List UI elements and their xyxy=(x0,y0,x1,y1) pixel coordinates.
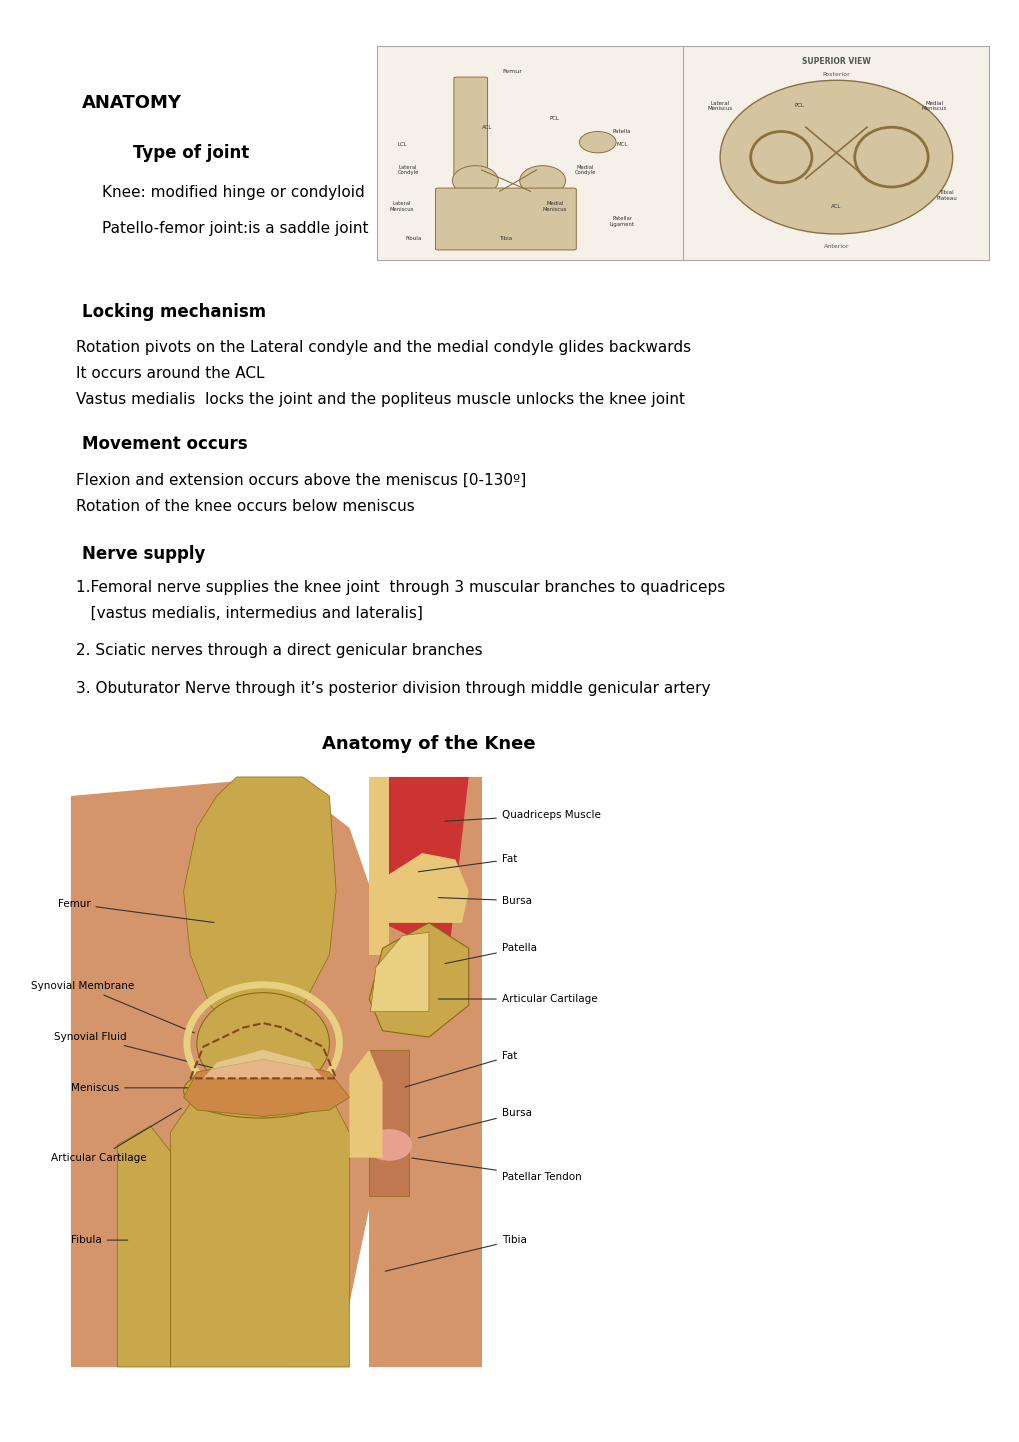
Polygon shape xyxy=(71,777,395,1367)
Text: Patella: Patella xyxy=(444,943,536,963)
Text: LCL: LCL xyxy=(396,141,407,147)
Ellipse shape xyxy=(579,131,615,153)
Text: Tibia: Tibia xyxy=(385,1236,526,1272)
Text: Flexion and extension occurs above the meniscus [0-130º]: Flexion and extension occurs above the m… xyxy=(76,473,526,487)
Text: Nerve supply: Nerve supply xyxy=(82,545,205,562)
Text: Lateral
Meniscus: Lateral Meniscus xyxy=(707,101,732,111)
Polygon shape xyxy=(369,777,389,955)
Text: It occurs around the ACL: It occurs around the ACL xyxy=(76,366,265,381)
Ellipse shape xyxy=(183,1064,336,1118)
FancyBboxPatch shape xyxy=(453,76,487,186)
Text: Lateral
Meniscus: Lateral Meniscus xyxy=(389,200,414,212)
Polygon shape xyxy=(370,933,429,1012)
Text: Movement occurs: Movement occurs xyxy=(82,435,247,453)
Text: Rotation of the knee occurs below meniscus: Rotation of the knee occurs below menisc… xyxy=(76,499,415,513)
Text: MCL: MCL xyxy=(615,141,628,147)
Text: Femur: Femur xyxy=(58,898,214,923)
Text: PCL: PCL xyxy=(794,104,804,108)
Text: Synovial Fluid: Synovial Fluid xyxy=(54,1032,214,1069)
Text: Fibula: Fibula xyxy=(406,235,422,241)
Text: Meniscus: Meniscus xyxy=(71,1083,201,1093)
Text: Medial
Condyle: Medial Condyle xyxy=(575,164,595,176)
Text: PCL: PCL xyxy=(549,117,559,121)
Text: Medial
Meniscus: Medial Meniscus xyxy=(542,200,567,212)
Ellipse shape xyxy=(452,166,498,196)
Text: Anatomy of the Knee: Anatomy of the Knee xyxy=(321,735,535,753)
Text: Patello-femor joint:is a saddle joint: Patello-femor joint:is a saddle joint xyxy=(102,221,368,235)
Polygon shape xyxy=(170,1082,348,1367)
Text: Fibula: Fibula xyxy=(71,1236,127,1244)
Text: Locking mechanism: Locking mechanism xyxy=(82,303,266,320)
Text: Synovial Membrane: Synovial Membrane xyxy=(32,982,194,1032)
Text: 2. Sciatic nerves through a direct genicular branches: 2. Sciatic nerves through a direct genic… xyxy=(76,643,483,658)
Text: Articular Cartilage: Articular Cartilage xyxy=(51,1109,181,1162)
Text: Quadriceps Muscle: Quadriceps Muscle xyxy=(444,810,600,820)
Text: Fat: Fat xyxy=(405,1051,517,1087)
Polygon shape xyxy=(348,1050,382,1158)
Ellipse shape xyxy=(197,992,329,1094)
Text: Vastus medialis  locks the joint and the popliteus muscle unlocks the knee joint: Vastus medialis locks the joint and the … xyxy=(76,392,685,407)
Text: SUPERIOR VIEW: SUPERIOR VIEW xyxy=(801,56,870,66)
Text: Patellar Tendon: Patellar Tendon xyxy=(412,1158,581,1181)
Text: Type of joint: Type of joint xyxy=(132,144,249,162)
Polygon shape xyxy=(382,777,469,955)
Polygon shape xyxy=(369,923,469,1037)
Text: Articular Cartilage: Articular Cartilage xyxy=(438,994,597,1004)
Text: ACL: ACL xyxy=(482,125,492,130)
Ellipse shape xyxy=(520,166,566,196)
Text: Bursa: Bursa xyxy=(438,895,531,906)
Text: Rotation pivots on the Lateral condyle and the medial condyle glides backwards: Rotation pivots on the Lateral condyle a… xyxy=(76,340,691,355)
Text: Anterior: Anterior xyxy=(823,244,848,249)
Text: Tibia: Tibia xyxy=(499,235,512,241)
Text: Fat: Fat xyxy=(418,855,517,872)
Text: [vastus medialis, intermedius and lateralis]: [vastus medialis, intermedius and latera… xyxy=(76,606,423,620)
Text: Patella: Patella xyxy=(612,128,631,134)
Text: Femur: Femur xyxy=(501,69,522,74)
Polygon shape xyxy=(183,1060,348,1116)
Text: Bursa: Bursa xyxy=(418,1109,531,1138)
Polygon shape xyxy=(369,777,482,1367)
Text: Posterior: Posterior xyxy=(821,72,850,76)
Text: Knee: modified hinge or condyloid: Knee: modified hinge or condyloid xyxy=(102,185,365,199)
Polygon shape xyxy=(204,1050,323,1079)
Ellipse shape xyxy=(719,81,952,234)
Polygon shape xyxy=(369,1050,409,1195)
Text: Tibial
Plateau: Tibial Plateau xyxy=(935,190,956,200)
Ellipse shape xyxy=(366,1129,412,1161)
FancyBboxPatch shape xyxy=(435,187,576,249)
Text: 3. Obuturator Nerve through it’s posterior division through middle genicular art: 3. Obuturator Nerve through it’s posteri… xyxy=(76,681,710,695)
Polygon shape xyxy=(369,854,469,923)
Text: ACL: ACL xyxy=(830,203,841,209)
Text: Medial
Meniscus: Medial Meniscus xyxy=(921,101,946,111)
Polygon shape xyxy=(117,1126,170,1367)
Text: Patellar
Ligament: Patellar Ligament xyxy=(609,216,634,226)
Polygon shape xyxy=(183,777,336,1031)
Text: 1.Femoral nerve supplies the knee joint  through 3 muscular branches to quadrice: 1.Femoral nerve supplies the knee joint … xyxy=(76,580,726,594)
Text: ANATOMY: ANATOMY xyxy=(82,94,181,111)
Text: Lateral
Condyle: Lateral Condyle xyxy=(397,164,418,176)
